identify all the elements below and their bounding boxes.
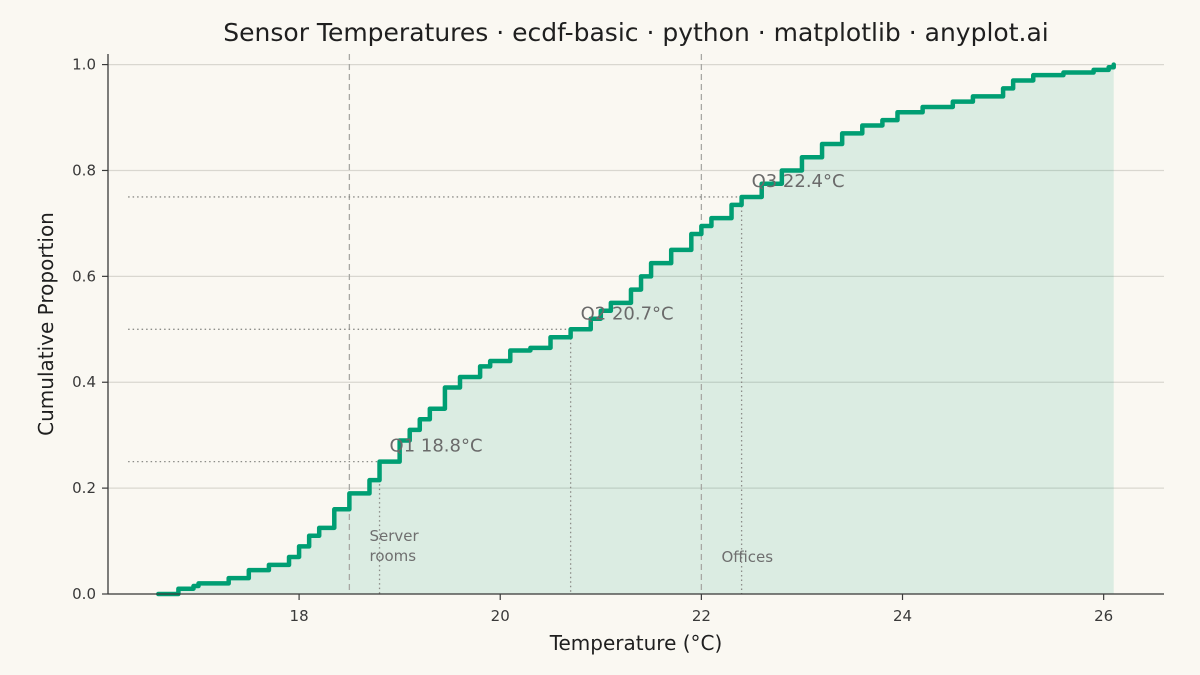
- x-tick-label-1: 20: [491, 607, 510, 625]
- y-axis-label: Cumulative Proportion: [34, 212, 58, 436]
- quartile-label-2: Q3 22.4°C: [752, 171, 845, 192]
- area-fill: [158, 64, 1114, 594]
- x-ticks: 18 20 22 24 26: [290, 594, 1113, 625]
- chart-title: Sensor Temperatures · ecdf-basic · pytho…: [223, 18, 1048, 47]
- region-label-line: rooms: [369, 547, 416, 565]
- x-tick-label-2: 22: [692, 607, 711, 625]
- y-tick-label-3: 0.6: [72, 267, 96, 285]
- y-tick-label-0: 0.0: [72, 585, 96, 603]
- y-tick-label-4: 0.8: [72, 161, 96, 179]
- quartile-label-0: Q1 18.8°C: [390, 436, 483, 457]
- axes: [107, 54, 1164, 595]
- region-label-0: Server rooms: [369, 527, 419, 565]
- x-tick-label-0: 18: [290, 607, 309, 625]
- y-tick-label-5: 1.0: [72, 56, 96, 74]
- ecdf-curve: [156, 62, 1116, 597]
- y-tick-label-2: 0.4: [72, 373, 96, 391]
- ecdf-area: [158, 64, 1114, 594]
- region-label-line: Server: [369, 527, 419, 545]
- region-labels: Server rooms Offices: [369, 527, 773, 566]
- x-axis-label: Temperature (°C): [549, 631, 723, 655]
- ecdf-line: [156, 62, 1116, 597]
- y-tick-label-1: 0.2: [72, 479, 96, 497]
- region-label-line: Offices: [721, 548, 773, 566]
- x-tick-label-4: 26: [1094, 607, 1113, 625]
- quartile-label-1: Q2 20.7°C: [581, 303, 674, 324]
- x-tick-label-3: 24: [893, 607, 912, 625]
- region-label-1: Offices: [721, 548, 773, 566]
- quartile-annotations: Q1 18.8°C Q2 20.7°C Q3 22.4°C: [390, 171, 845, 457]
- y-ticks: 0.0 0.2 0.4 0.6 0.8 1.0: [72, 56, 108, 603]
